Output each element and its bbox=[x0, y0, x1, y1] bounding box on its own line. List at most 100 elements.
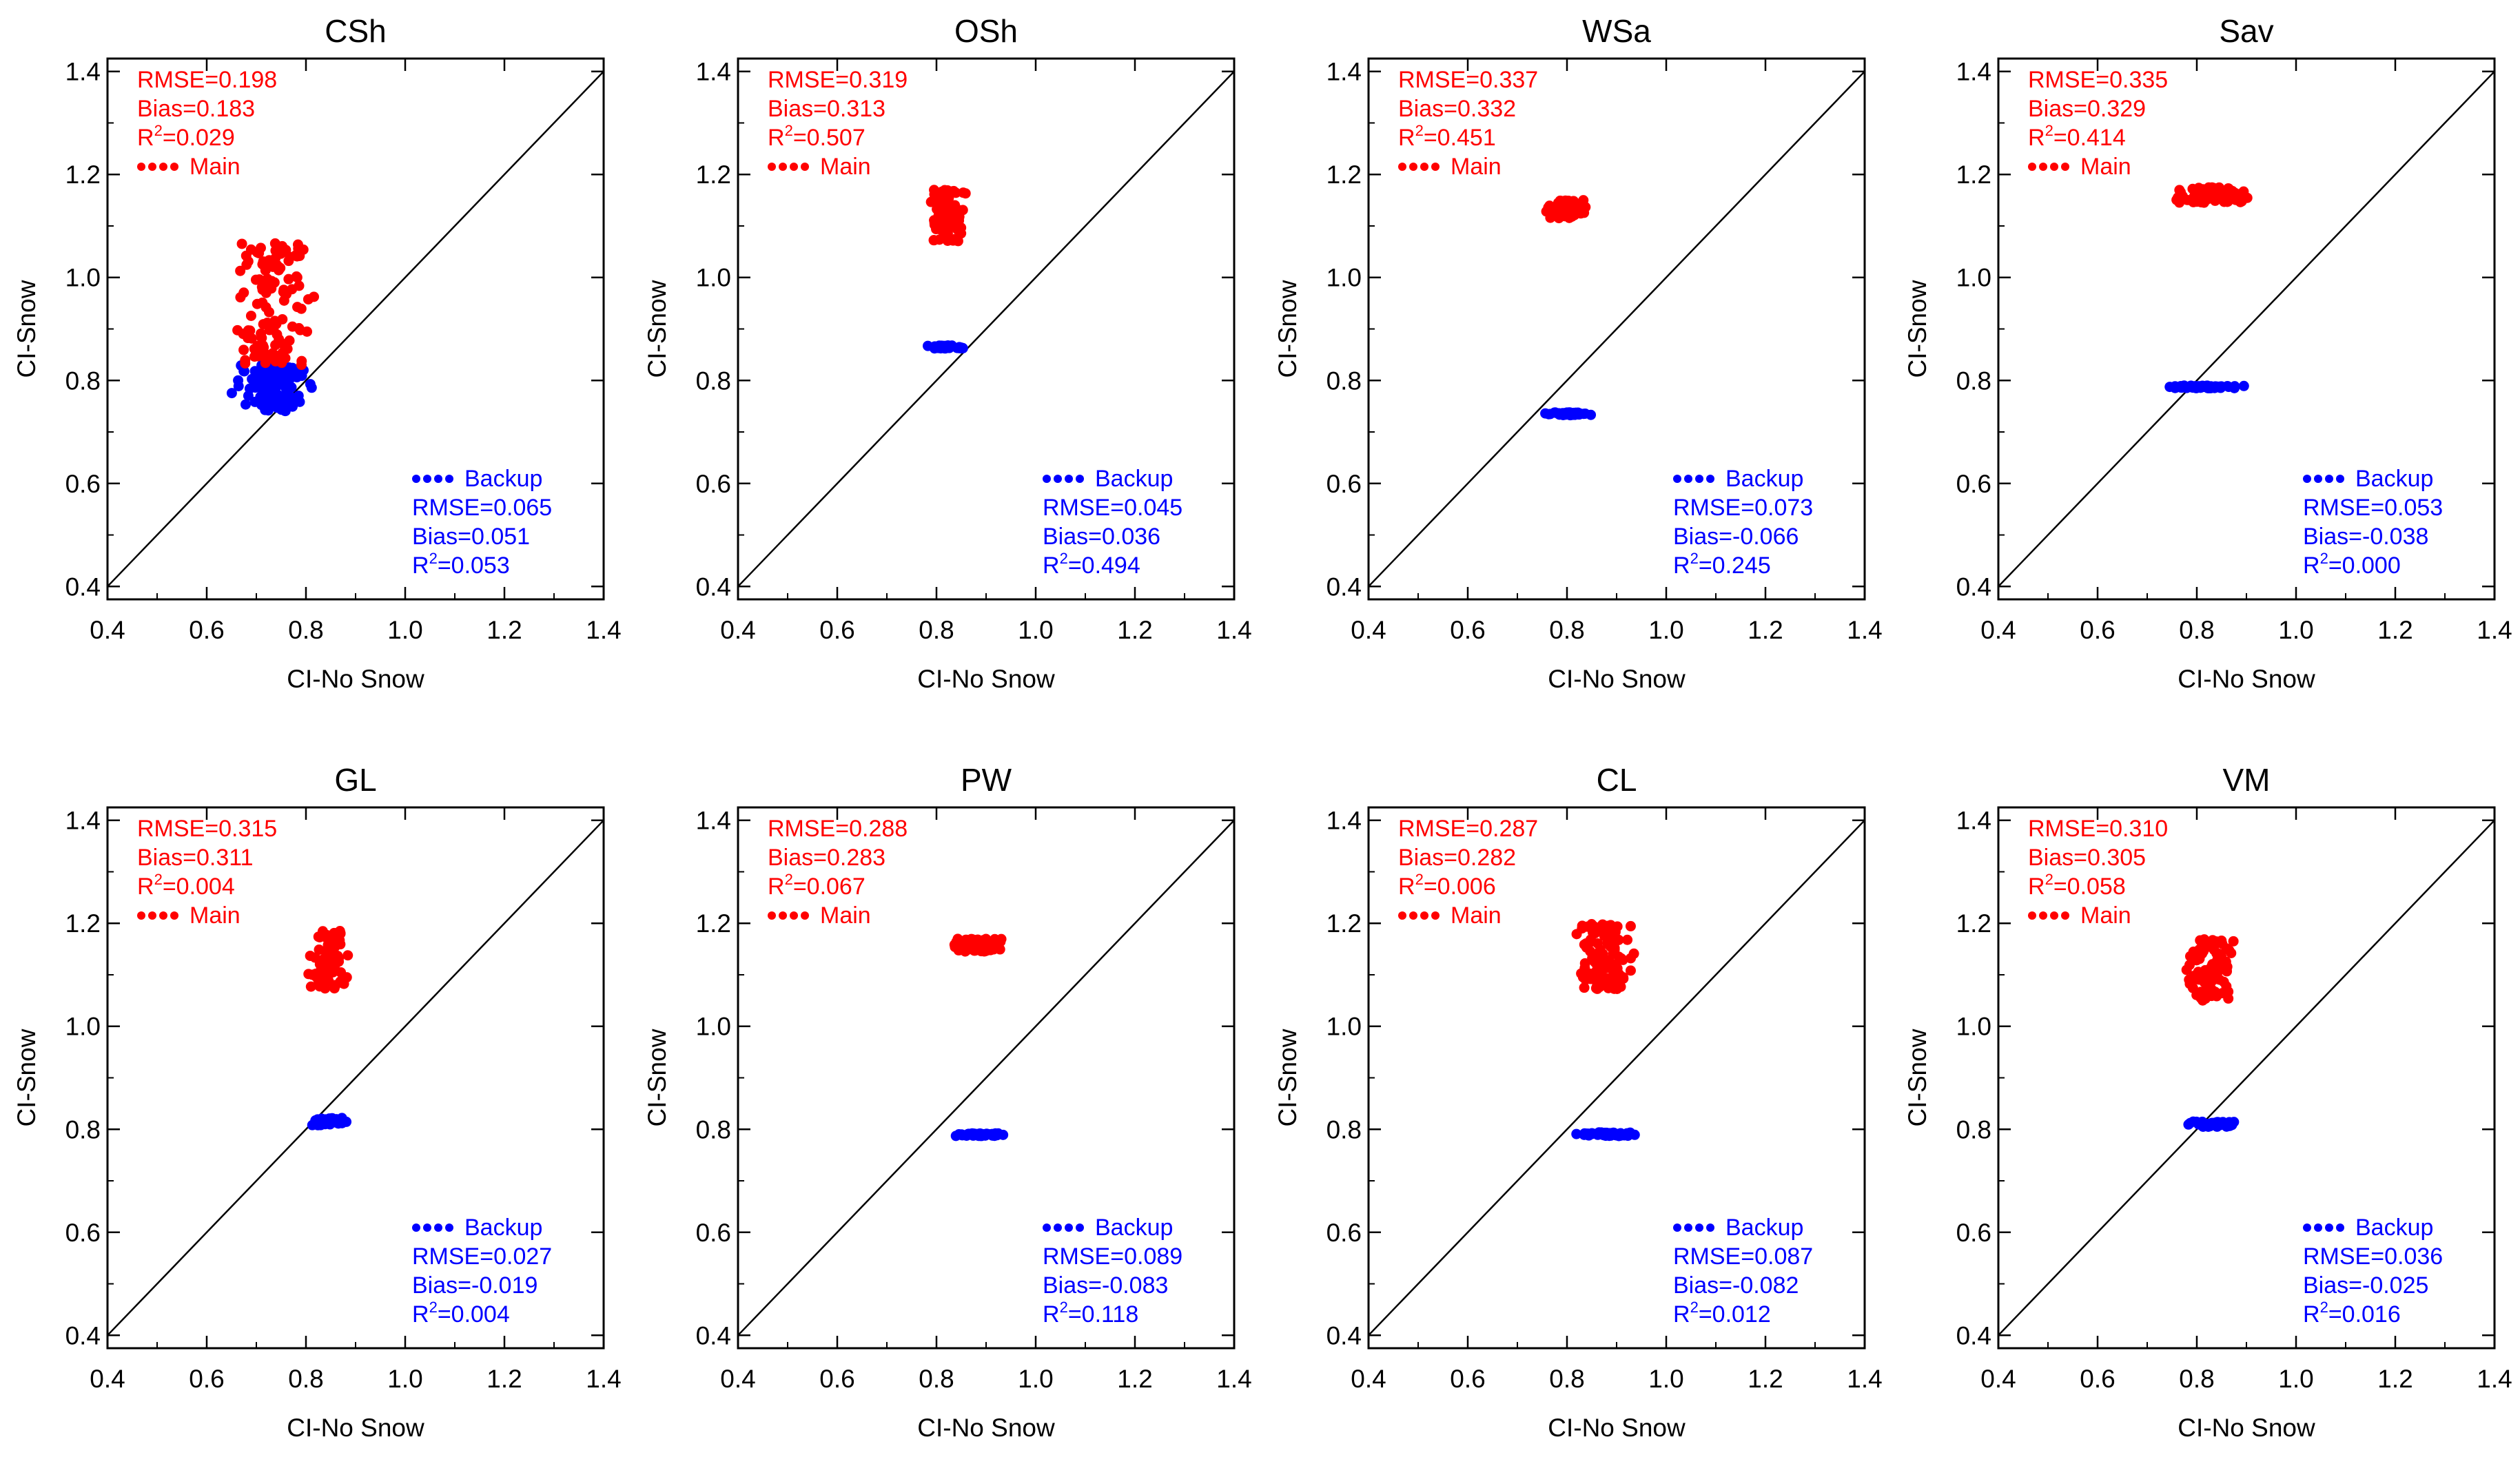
panel-osh-main-legend-label: Main bbox=[820, 154, 871, 180]
panel-wsa-backup-r2: R2=0.245 bbox=[1673, 550, 1771, 579]
panel-wsa-backup-legend-label: Backup bbox=[1725, 466, 1803, 492]
panel-cl-xtick-label: 1.4 bbox=[1847, 1365, 1882, 1393]
panel-osh-main-point bbox=[931, 214, 942, 225]
panel-csh-backup-point bbox=[250, 382, 261, 393]
panel-csh-main-point bbox=[257, 297, 268, 308]
panel-wsa-backup-legend-marker bbox=[1706, 475, 1714, 483]
panel-gl-backup-point bbox=[316, 1113, 327, 1124]
panel-vm-backup-legend-label: Backup bbox=[2355, 1215, 2433, 1241]
panel-cl-main-rmse: RMSE=0.287 bbox=[1398, 816, 1538, 842]
panel-wsa-xtick-label: 1.4 bbox=[1847, 616, 1882, 644]
panel-csh-main-point bbox=[245, 310, 256, 321]
panel-wsa-main-point bbox=[1548, 206, 1559, 217]
panel-pw-main-point bbox=[995, 936, 1006, 947]
panel-vm-ytick-label: 0.8 bbox=[1956, 1115, 1991, 1144]
panel-csh-main-bias: Bias=0.183 bbox=[137, 96, 255, 122]
panel-csh-backup-point bbox=[287, 400, 298, 411]
panel-cl-xtick-label: 1.2 bbox=[1748, 1365, 1783, 1393]
panel-sav-main-r2-value: =0.414 bbox=[2053, 125, 2126, 151]
panel-vm-backup-legend-marker bbox=[2303, 1224, 2311, 1232]
panel-vm-main-point bbox=[2190, 972, 2201, 983]
panel-osh-backup-r2-value: =0.494 bbox=[1068, 553, 1140, 579]
panel-sav-backup-legend-label: Backup bbox=[2355, 466, 2433, 492]
panel-csh-backup-point bbox=[269, 381, 280, 392]
panel-osh-ylabel: CI-Snow bbox=[643, 280, 671, 378]
panel-csh-backup-point bbox=[258, 386, 269, 398]
panel-gl-main-legend-marker bbox=[159, 911, 167, 920]
panel-csh-backup-legend-marker bbox=[423, 475, 431, 483]
panel-osh-ytick-label: 0.6 bbox=[696, 470, 731, 498]
panel-wsa-title: WSa bbox=[1582, 13, 1651, 49]
panel-vm-backup-bias: Bias=-0.025 bbox=[2303, 1272, 2428, 1299]
panel-csh-main-point bbox=[235, 292, 246, 303]
panel-csh-main-point bbox=[240, 355, 251, 366]
panel-sav-backup-point bbox=[2238, 380, 2249, 391]
panel-gl-main-legend-label: Main bbox=[189, 902, 240, 929]
panel-vm-main-point bbox=[2220, 956, 2231, 967]
panel-pw-main-r2-value: =0.067 bbox=[793, 874, 865, 900]
panel-vm-title: VM bbox=[2223, 762, 2271, 798]
panel-csh-backup-point bbox=[264, 393, 275, 404]
panel-gl-xtick-label: 0.8 bbox=[288, 1365, 323, 1393]
panel-wsa-main-r2-value: =0.451 bbox=[1424, 125, 1496, 151]
panel-pw-backup-point bbox=[993, 1128, 1004, 1139]
panel-csh-ytick-label: 1.0 bbox=[65, 264, 101, 292]
panel-csh-backup-legend-marker bbox=[445, 475, 453, 483]
panel-csh-main-point bbox=[232, 324, 243, 335]
panel-gl-backup-legend-marker bbox=[434, 1224, 442, 1232]
panel-pw-backup-point bbox=[974, 1130, 985, 1141]
panel-vm-main-point bbox=[2224, 944, 2235, 956]
panel-gl-main-point bbox=[320, 973, 331, 984]
panel-cl-main-legend-label: Main bbox=[1451, 902, 1502, 929]
panel-sav-xtick-label: 1.2 bbox=[2377, 616, 2413, 644]
panel-sav-backup-point bbox=[2229, 382, 2240, 393]
panel-csh-backup-point bbox=[280, 406, 291, 417]
panel-wsa-main-point bbox=[1563, 209, 1574, 220]
panel-osh-backup-legend-marker bbox=[1065, 475, 1073, 483]
panel-csh-main-legend-marker bbox=[170, 163, 178, 171]
panel-osh-xlabel: CI-No Snow bbox=[917, 665, 1055, 693]
panel-csh-backup-r2: R2=0.053 bbox=[412, 550, 510, 579]
panel-sav-ytick-label: 1.4 bbox=[1956, 58, 1991, 86]
panel-wsa-main-legend-marker bbox=[1431, 163, 1440, 171]
panel-pw-xtick-label: 1.4 bbox=[1216, 1365, 1251, 1393]
panel-sav: Sav 0.4 0.6 0.8 1.0 1.2 1.4 0.4 0.6 0.8 1.0 1.2 1.4 C… bbox=[1903, 13, 2512, 693]
panel-pw-xtick-label: 0.8 bbox=[919, 1365, 954, 1393]
panel-cl-main-point bbox=[1579, 982, 1590, 993]
panel-sav-main-r2: R2=0.414 bbox=[2028, 122, 2126, 151]
panel-cl-backup-point bbox=[1612, 1128, 1623, 1139]
panel-csh-main-point bbox=[287, 284, 298, 295]
panel-vm-backup-point bbox=[2224, 1120, 2235, 1131]
panel-gl-main-point bbox=[329, 983, 340, 994]
panel-vm-main-point bbox=[2228, 936, 2239, 947]
panel-pw-main-r2: R2=0.067 bbox=[768, 871, 865, 900]
panel-osh-main-point bbox=[957, 205, 968, 216]
panel-gl-ytick-label: 1.2 bbox=[65, 909, 101, 938]
panel-cl-backup-legend-marker bbox=[1706, 1224, 1714, 1232]
panel-csh-main-point bbox=[270, 355, 281, 366]
panel-wsa-main-rmse: RMSE=0.337 bbox=[1398, 67, 1538, 93]
panel-pw-title: PW bbox=[961, 762, 1012, 798]
panel-pw-identity-line bbox=[737, 819, 1235, 1336]
panel-cl-ytick-label: 0.4 bbox=[1326, 1321, 1362, 1350]
panel-csh-main-point bbox=[243, 325, 254, 336]
panel-csh-xlabel: CI-No Snow bbox=[287, 665, 424, 693]
panel-cl-main-point bbox=[1603, 982, 1614, 993]
panel-csh-main-point bbox=[257, 285, 268, 296]
panel-csh-main-legend-marker bbox=[148, 163, 156, 171]
panel-pw-ytick-label: 1.4 bbox=[696, 807, 731, 835]
panel-sav-title: Sav bbox=[2219, 13, 2273, 49]
panel-cl-ytick-label: 1.0 bbox=[1326, 1013, 1362, 1041]
panel-csh-ytick-label: 1.2 bbox=[65, 161, 101, 189]
panel-vm-main-point bbox=[2206, 990, 2217, 1001]
panel-sav-backup-r2-value: =0.000 bbox=[2328, 553, 2401, 579]
panel-osh: OSh 0.4 0.6 0.8 1.0 1.2 1.4 0.4 0.6 0.8 1.0 1.2 1.4 C… bbox=[643, 13, 1252, 693]
panel-wsa-xtick-label: 0.8 bbox=[1549, 616, 1584, 644]
panel-csh-main-point bbox=[266, 283, 277, 294]
panel-gl-main-point bbox=[313, 974, 324, 985]
panel-csh-ytick-label: 0.8 bbox=[65, 366, 101, 395]
panel-csh-main-point bbox=[291, 251, 303, 262]
panel-csh-backup-point bbox=[233, 380, 244, 391]
panel-pw-backup-rmse: RMSE=0.089 bbox=[1043, 1243, 1182, 1270]
panel-wsa-ylabel: CI-Snow bbox=[1273, 280, 1302, 378]
